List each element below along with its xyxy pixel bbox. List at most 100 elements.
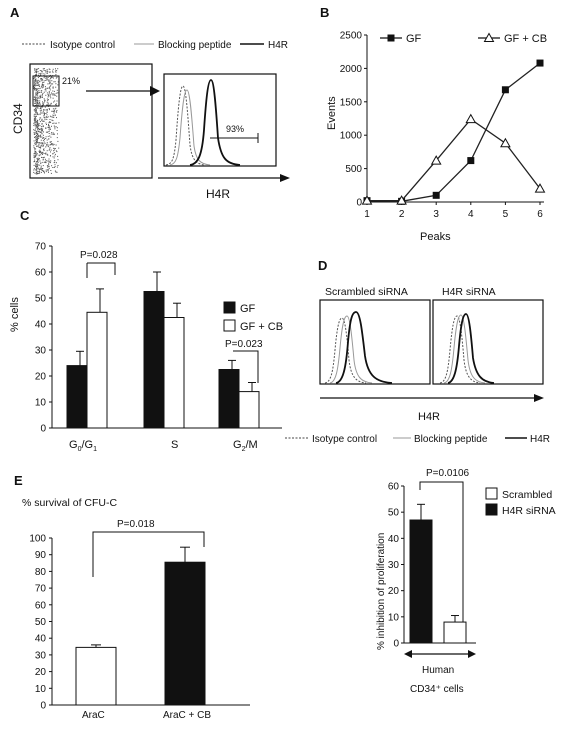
- dot-event: [41, 85, 43, 87]
- c-plot: [66, 271, 260, 429]
- dot-event: [37, 99, 38, 101]
- dot-event: [52, 114, 54, 116]
- dot-event: [39, 80, 41, 82]
- b-point-triangle: [465, 113, 477, 124]
- dot-event: [39, 131, 41, 133]
- dot-event: [45, 131, 47, 133]
- dot-event: [35, 80, 37, 82]
- dot-event: [34, 130, 36, 132]
- e-y-tick-label: 90: [35, 550, 47, 561]
- dot-event: [43, 137, 45, 139]
- dot-event: [35, 162, 37, 164]
- dot-event: [56, 70, 58, 72]
- dot-event: [35, 161, 37, 163]
- dot-event: [39, 147, 41, 148]
- dot-event: [35, 109, 37, 111]
- dot-event: [36, 71, 38, 73]
- panel-letter-b: B: [320, 5, 329, 20]
- dot-event: [41, 71, 43, 73]
- dot-event: [49, 79, 51, 81]
- dot-event: [37, 71, 39, 73]
- dot-event: [41, 143, 43, 145]
- dot-event: [52, 122, 54, 124]
- dot-event: [51, 92, 52, 94]
- dot-event: [41, 83, 43, 85]
- dot-event: [50, 141, 52, 143]
- dot-event: [39, 160, 41, 162]
- dot-event: [35, 169, 37, 171]
- dot-event: [52, 93, 54, 94]
- f-arrow-right: [468, 650, 476, 658]
- dot-event: [55, 126, 57, 128]
- dot-event: [42, 92, 44, 94]
- f-bracket: [419, 481, 464, 622]
- dot-event: [42, 106, 44, 108]
- dot-event: [54, 93, 56, 95]
- dot-event: [35, 99, 37, 101]
- f-pvalue: P=0.0106: [426, 468, 470, 479]
- dot-event: [34, 123, 36, 125]
- dot-event: [47, 96, 49, 98]
- dot-event: [35, 110, 37, 112]
- dot-event: [54, 148, 56, 149]
- dot-event: [48, 133, 50, 134]
- dot-event: [37, 123, 39, 125]
- dot-event: [46, 109, 48, 110]
- dot-event: [51, 110, 53, 112]
- dot-event: [55, 122, 57, 124]
- dot-event: [44, 76, 46, 78]
- dot-event: [49, 148, 51, 150]
- dot-event: [35, 90, 37, 91]
- e-y-tick-label: 70: [35, 584, 47, 595]
- dot-event: [46, 169, 48, 171]
- f-arrow-left: [404, 650, 412, 658]
- dot-event: [46, 139, 48, 141]
- dot-event: [49, 162, 51, 164]
- dot-event: [43, 98, 45, 100]
- b-xlabel: Peaks: [420, 231, 451, 243]
- dot-event: [36, 136, 38, 138]
- dot-event: [42, 159, 44, 161]
- dot-event: [48, 91, 50, 93]
- dot-event: [54, 126, 56, 128]
- dot-event: [57, 84, 59, 86]
- e-y-tick-label: 30: [35, 650, 47, 661]
- dot-event: [48, 123, 49, 125]
- dot-event: [34, 108, 36, 110]
- dot-event: [37, 120, 39, 121]
- dot-event: [42, 142, 44, 144]
- dot-event: [43, 156, 45, 158]
- dot-event: [45, 79, 47, 81]
- dot-event: [39, 108, 41, 110]
- dot-event: [50, 97, 52, 99]
- dot-event: [46, 78, 48, 80]
- dot-event: [39, 113, 41, 115]
- dot-event: [56, 110, 58, 111]
- dot-event: [43, 115, 45, 117]
- dot-event: [37, 85, 39, 86]
- dot-event: [35, 118, 37, 120]
- dot-event: [42, 137, 44, 139]
- dot-event: [53, 81, 55, 83]
- dot-event: [49, 77, 51, 79]
- e-y-tick-label: 50: [35, 617, 47, 628]
- dot-event: [41, 80, 43, 82]
- dot-event: [36, 126, 38, 128]
- dot-event: [57, 140, 59, 142]
- dot-event: [44, 158, 46, 160]
- dot-event: [46, 87, 48, 89]
- dot-event: [45, 160, 47, 161]
- dot-event: [46, 142, 48, 144]
- panel-f: % inhibition of proliferation 0 10 20 30 40 5…: [376, 468, 556, 695]
- dot-event: [42, 125, 44, 127]
- dot-event: [36, 101, 38, 103]
- dot-event: [56, 95, 58, 97]
- dot-event: [38, 168, 40, 170]
- c-y-tick-label: 40: [35, 320, 47, 331]
- b-point-square: [536, 59, 544, 67]
- dot-event: [57, 165, 59, 166]
- dot-event: [41, 109, 42, 111]
- dot-event: [34, 110, 36, 112]
- dot-event: [41, 93, 43, 95]
- dot-event: [49, 86, 51, 88]
